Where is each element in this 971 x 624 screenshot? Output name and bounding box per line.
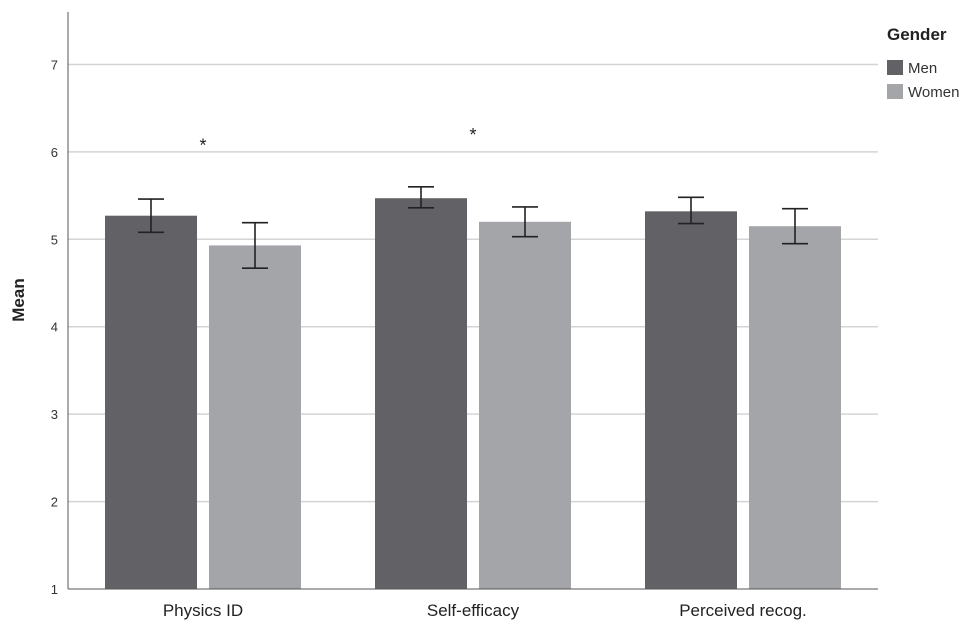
y-axis-title: Mean [9,278,28,321]
x-tick-labels: Physics ID Self-efficacy Perceived recog. [163,601,807,620]
significance-marker: * [469,125,476,145]
x-tick-label: Perceived recog. [679,601,807,620]
x-tick-label: Physics ID [163,601,243,620]
error-bars [138,186,808,269]
legend-title: Gender [887,25,947,44]
bar-men-1 [375,198,467,590]
y-tick-label: 6 [51,145,58,160]
bar-men-2 [645,211,737,589]
error-bar [242,221,268,269]
error-bar [782,207,808,245]
bars [105,198,841,590]
error-bar [408,186,434,209]
error-bar [512,206,538,238]
bar-women-0 [209,245,301,589]
y-tick-label: 7 [51,57,58,72]
y-tick-label: 5 [51,232,58,247]
legend: Gender Men Women [887,25,959,101]
y-tick-label: 4 [51,320,58,335]
error-bar [678,196,704,225]
error-bar [138,198,164,234]
legend-swatch-women [887,84,903,99]
annotations: ** [199,125,476,155]
legend-label-women: Women [908,84,959,101]
y-tick-labels: 1 2 3 4 5 6 7 [51,57,58,597]
significance-marker: * [199,135,206,155]
y-tick-label: 2 [51,495,58,510]
y-tick-label: 1 [51,582,58,597]
bar-women-1 [479,221,571,589]
bar-women-2 [749,226,841,589]
gridlines [68,63,878,503]
y-tick-label: 3 [51,407,58,422]
bar-men-0 [105,215,197,589]
legend-label-men: Men [908,60,937,77]
x-tick-label: Self-efficacy [427,601,520,620]
legend-swatch-men [887,60,903,75]
